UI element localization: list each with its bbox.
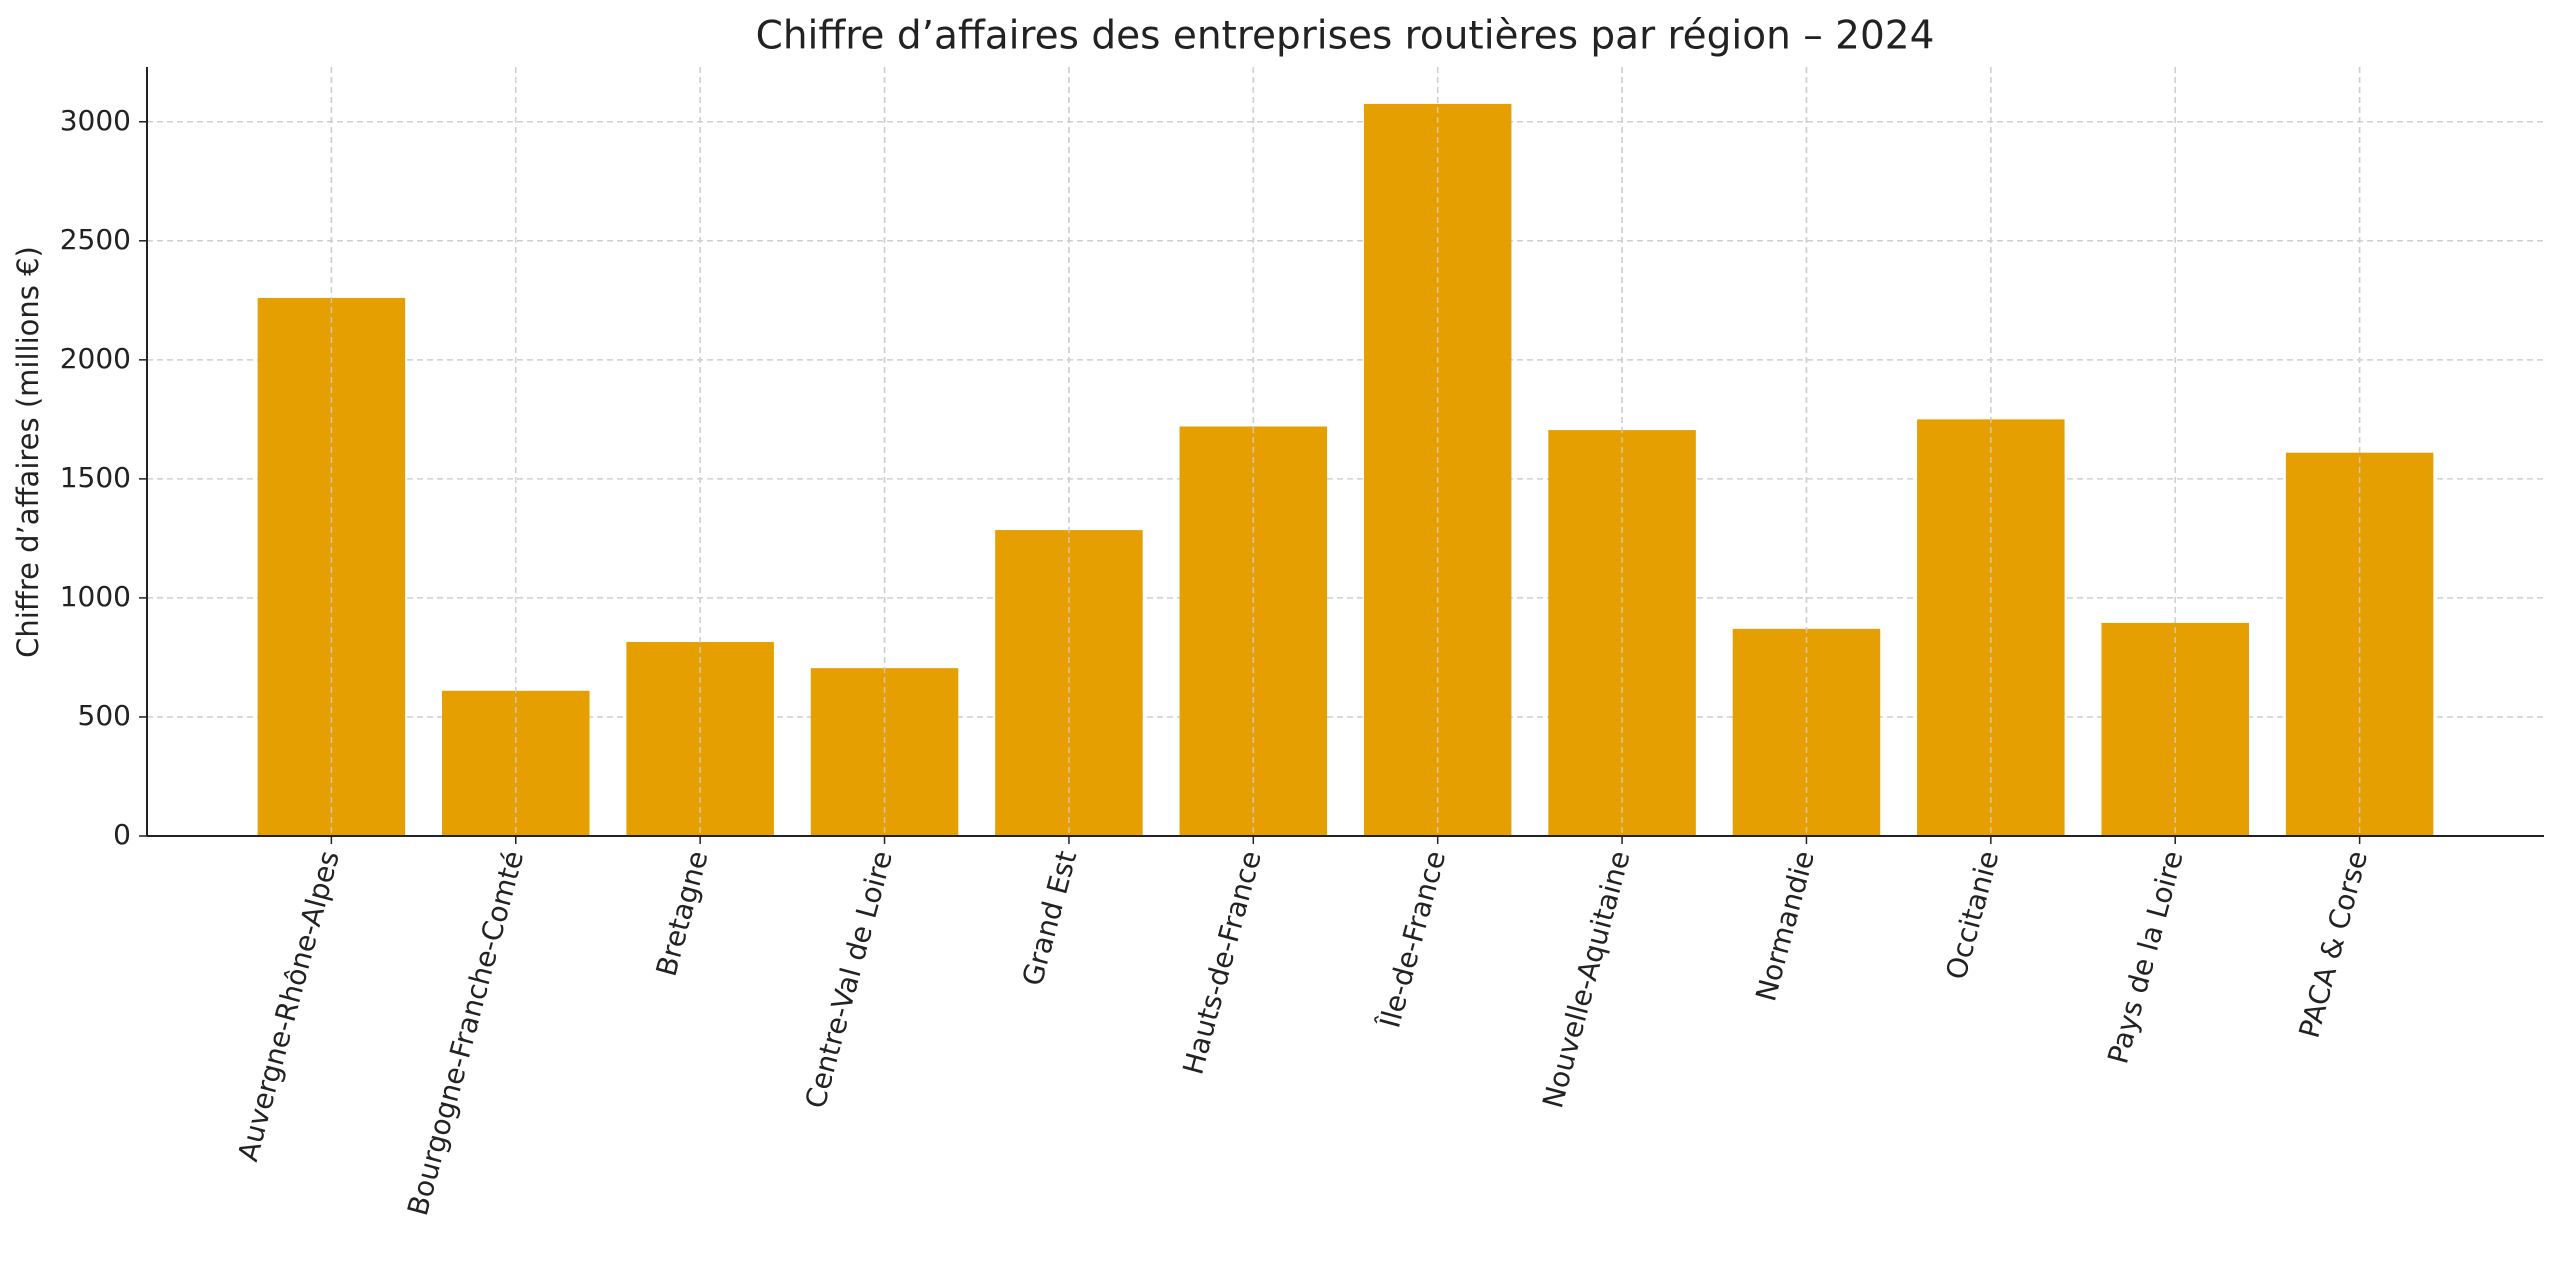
y-tick-label: 0 [113,818,131,851]
x-tick-label: PACA & Corse [2293,847,2375,1041]
x-tick-label: Pays de la Loire [2101,847,2189,1067]
x-tick-label: Île-de-France [1372,847,1452,1032]
y-tick-label: 3000 [60,104,131,137]
chart-title: Chiffre d’affaires des entreprises routi… [756,14,1935,59]
x-tick-label: Normandie [1749,847,1821,1004]
x-tick-label: Nouvelle-Aquitaine [1536,847,1636,1111]
y-tick-label: 500 [78,699,131,732]
x-tick-label: Grand Est [1016,847,1084,989]
x-tick-label: Bretagne [650,847,715,979]
y-tick-label: 1500 [60,461,131,494]
y-tick-label: 2000 [60,342,131,375]
x-tick-label: Auvergne-Rhône-Alpes [231,847,346,1165]
y-axis-label: Chiffre d’affaires (millions €) [11,246,45,658]
y-tick-label: 1000 [60,580,131,613]
y-tick-label: 2500 [60,223,131,256]
x-tick-label: Hauts-de-France [1176,847,1267,1078]
x-tick-label: Centre-Val de Loire [799,847,899,1111]
x-tick-label: Occitanie [1939,847,2005,983]
x-tick-label: Bourgogne-Franche-Comté [401,847,530,1219]
